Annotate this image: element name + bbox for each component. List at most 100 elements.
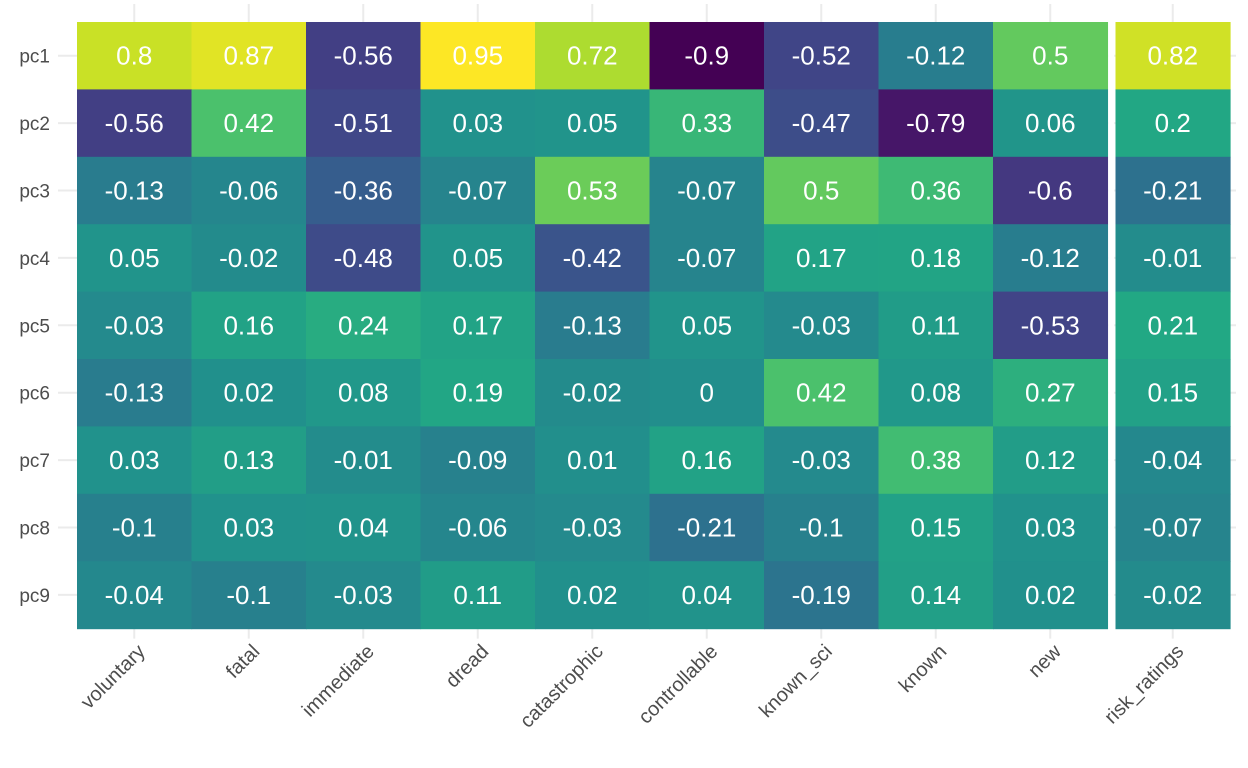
x-tick-label: fatal	[222, 641, 264, 683]
cell-value-label: 0.03	[452, 108, 503, 138]
heatmap-cell	[77, 156, 193, 225]
cell-value-label: 0.5	[803, 176, 839, 206]
cell-value-label: -0.01	[1143, 243, 1202, 273]
cell-value-label: 0.38	[910, 445, 961, 475]
heatmap-cell	[649, 359, 765, 427]
heatmap-cell	[191, 22, 307, 90]
cell-value-label: -0.02	[563, 378, 622, 408]
y-tick-label: pc3	[19, 182, 50, 203]
y-tick-label: pc4	[19, 249, 50, 270]
heatmap-cell	[993, 291, 1109, 360]
heatmap-cell	[878, 359, 994, 427]
cell-value-label: 0.02	[567, 580, 618, 610]
cell-labels: 0.8 0.87 -0.56 0.95 0.72 -0.9 -0.52 -0.12 0.5 0.8…	[105, 41, 1203, 610]
cell-value-label: 0.06	[1025, 108, 1076, 138]
x-tick-label: known	[895, 641, 951, 697]
heatmap-cell	[420, 22, 536, 90]
cell-value-label: -0.51	[334, 108, 393, 138]
cell-value-label: 0.5	[1032, 41, 1068, 71]
y-tick-label: pc1	[19, 47, 50, 68]
cell-value-label: 0.17	[452, 310, 503, 340]
cell-value-label: 0	[700, 378, 714, 408]
cell-value-label: -0.42	[563, 243, 622, 273]
heatmap-cell	[535, 22, 651, 90]
heatmap-cell	[535, 89, 651, 158]
cell-value-label: -0.12	[1021, 243, 1080, 273]
cell-value-label: 0.2	[1155, 108, 1191, 138]
heatmap-cell	[77, 426, 193, 495]
heatmap-cell	[191, 291, 307, 360]
heatmap-cell	[764, 89, 880, 158]
cell-value-label: 0.36	[910, 176, 961, 206]
heatmap-cell	[420, 426, 536, 495]
cell-value-label: 0.27	[1025, 378, 1076, 408]
heatmap-cell	[306, 224, 422, 293]
heatmap-cell	[764, 156, 880, 225]
cell-value-label: -0.09	[448, 445, 507, 475]
heatmap-cell	[1115, 224, 1231, 293]
heatmap-cell	[77, 359, 193, 427]
heatmap-cell	[306, 426, 422, 495]
cell-value-label: -0.79	[906, 108, 965, 138]
heatmap-cell	[878, 224, 994, 293]
heatmap-cell	[993, 22, 1109, 90]
heatmap-cell	[649, 426, 765, 495]
heatmap-cell	[649, 156, 765, 225]
cell-value-label: -0.03	[792, 310, 851, 340]
cell-value-label: -0.06	[448, 513, 507, 543]
heatmap-cell	[764, 359, 880, 427]
heatmap-cell	[878, 291, 994, 360]
heatmap-cell	[1115, 493, 1231, 562]
heatmap-cell	[764, 561, 880, 630]
heatmap-cell	[191, 426, 307, 495]
heatmap-cell	[306, 493, 422, 562]
cell-value-label: -0.36	[334, 176, 393, 206]
cell-value-label: -0.03	[334, 580, 393, 610]
cell-value-label: 0.53	[567, 176, 618, 206]
heatmap-cell	[420, 291, 536, 360]
cell-value-label: -0.19	[792, 580, 851, 610]
cell-value-label: 0.04	[338, 513, 389, 543]
heatmap-cell	[191, 493, 307, 562]
x-tick-label: risk_ratings	[1100, 641, 1188, 729]
heatmap-cell	[1115, 22, 1231, 90]
heatmap-cell	[420, 156, 536, 225]
cell-value-label: -0.03	[105, 310, 164, 340]
cell-value-label: 0.19	[452, 378, 503, 408]
cell-value-label: 0.03	[223, 513, 274, 543]
heatmap-cell	[993, 359, 1109, 427]
heatmap-cell	[878, 156, 994, 225]
heatmap-cell	[1115, 359, 1231, 427]
heatmap-cell	[420, 493, 536, 562]
heatmap-cell	[993, 561, 1109, 630]
cell-value-label: 0.05	[452, 243, 503, 273]
separator-line	[1108, 0, 1115, 633]
cell-value-label: -0.02	[219, 243, 278, 273]
cell-value-label: 0.04	[681, 580, 732, 610]
heatmap-cell	[1115, 156, 1231, 225]
heatmap-cell	[649, 561, 765, 630]
heatmap-cell	[420, 561, 536, 630]
cell-value-label: -0.1	[226, 580, 271, 610]
cell-value-label: 0.01	[567, 445, 618, 475]
heatmap-cell	[77, 89, 193, 158]
heatmap-cell	[649, 22, 765, 90]
x-tick-label: immediate	[298, 641, 379, 722]
cell-value-label: 0.33	[681, 108, 732, 138]
y-tick-label: pc2	[19, 114, 50, 135]
cell-value-label: 0.02	[223, 378, 274, 408]
cell-value-label: 0.8	[116, 41, 152, 71]
heatmap-cell	[306, 359, 422, 427]
heatmap-cell	[878, 89, 994, 158]
cell-value-label: -0.21	[1143, 176, 1202, 206]
heatmap-cell	[420, 224, 536, 293]
cell-value-label: 0.15	[910, 513, 961, 543]
cell-value-label: -0.13	[563, 310, 622, 340]
heatmap-cell	[191, 89, 307, 158]
x-tick-label: new	[1024, 640, 1066, 682]
heatmap-cell	[306, 561, 422, 630]
cell-value-label: 0.08	[338, 378, 389, 408]
heatmap-cell	[535, 359, 651, 427]
cell-value-label: 0.42	[796, 378, 847, 408]
heatmap-cell	[535, 561, 651, 630]
